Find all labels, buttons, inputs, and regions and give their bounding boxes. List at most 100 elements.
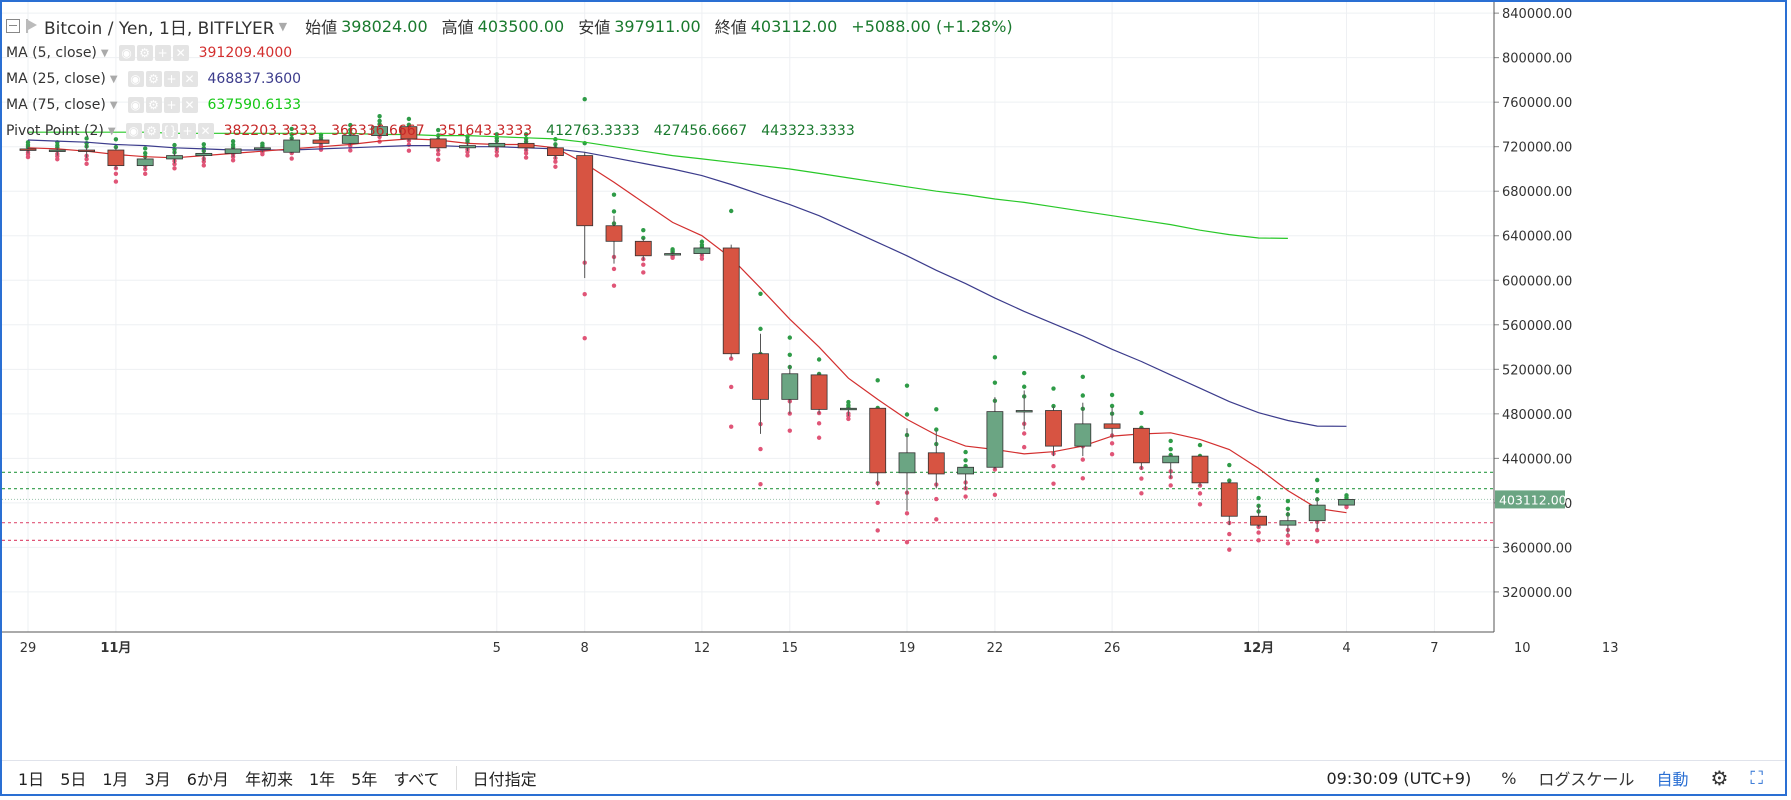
pivot-dot-support [1285,533,1291,538]
y-tick-label: 520000.00 [1502,363,1572,378]
ma-lines [27,131,1347,514]
pivot-dot-resistance [143,150,148,156]
symbol-title[interactable]: Bitcoin / Yen, 1日, BITFLYER [44,18,275,39]
pivot-dot-resistance [1227,462,1232,468]
close-icon[interactable]: ✕ [172,45,189,61]
chevron-down-icon[interactable]: ▼ [278,19,288,33]
flag-icon[interactable] [26,19,37,33]
plus-icon[interactable]: + [179,123,196,139]
y-tick-label: 320000.00 [1502,586,1572,601]
gear-icon[interactable]: ⚙ [143,123,160,139]
chevron-down-icon[interactable]: ▼ [109,73,118,85]
pivot-dot-resistance [963,449,968,455]
x-tick-label: 10 [1514,641,1531,656]
range-all[interactable]: すべて [393,770,440,789]
x-tick-label: 19 [899,641,916,656]
price-chart[interactable]: 840000.00 800000.00 760000.00 720000.00 6800… [0,0,1791,760]
candle-body [1015,410,1033,413]
pivot-dot-resistance [1021,370,1027,376]
candle-body [19,148,37,151]
pivot-dot-support [846,416,851,422]
range-1y[interactable]: 1年 [308,770,336,789]
low-label: 安値 [578,18,611,37]
pivot-dot-resistance [377,114,382,119]
pivot-dot-support [934,496,939,502]
candle-body [283,139,301,153]
log-scale-toggle[interactable]: ログスケール [1538,770,1635,789]
pivot-dot-resistance [846,399,851,405]
pivot-dot-resistance [1168,446,1173,452]
eye-icon[interactable]: ◉ [127,97,144,113]
pivot-dot-support [992,492,998,498]
pivot-dot-support [436,157,441,162]
close-icon[interactable]: ✕ [181,97,198,113]
pivot-dot-support [816,421,822,426]
plus-icon[interactable]: + [154,45,171,61]
y-tick-label: 760000.00 [1502,96,1572,111]
indicator-name[interactable]: Pivot Point (2) [6,123,104,139]
eye-icon[interactable]: ◉ [125,123,142,139]
pivot-dot-support [1080,476,1086,481]
chevron-down-icon[interactable]: ▼ [109,99,118,111]
pivot-dot-resistance [143,146,148,151]
pivot-dot-support [1139,476,1144,481]
eye-icon[interactable]: ◉ [127,71,144,87]
pivot-value: 412763.3333 [546,123,640,139]
gear-icon[interactable]: ⚙ [145,97,162,113]
indicator-value: 637590.6133 [207,97,302,113]
x-tick-label: 7 [1430,641,1438,656]
candle-body [136,158,154,167]
braces-icon[interactable]: {} [161,123,178,139]
range-6m[interactable]: 6か月 [186,770,229,789]
goto-date-button[interactable]: 日付指定 [472,770,537,789]
plus-icon[interactable]: + [163,71,180,87]
pivot-dot-resistance [553,142,558,147]
pivot-dot-resistance [729,208,734,214]
pivot-dot-resistance [230,142,236,147]
bottom-toolbar: 1日 5日 1月 3月 6か月 年初来 1年 5年 すべて 日付指定 09:30… [2,760,1785,795]
close-icon[interactable]: ✕ [181,71,198,87]
eye-icon[interactable]: ◉ [118,45,135,61]
pivot-dot-support [84,161,89,167]
pivot-dot-support [904,511,910,516]
range-3m[interactable]: 3月 [144,770,171,789]
pivot-dot-resistance [992,355,998,360]
candle-body [1250,515,1267,526]
range-5d[interactable]: 5日 [60,770,87,789]
pivot-dot-support [201,159,206,164]
indicator-name[interactable]: MA (5, close) [6,45,97,61]
percent-toggle[interactable]: % [1501,768,1517,788]
pivot-dot-support [465,149,470,155]
fullscreen-icon[interactable]: ⛶ [1750,767,1763,789]
pivot-dot-resistance [582,96,587,102]
range-1d[interactable]: 1日 [18,770,45,789]
candle-body [78,149,95,152]
gear-icon[interactable]: ⚙ [145,71,162,87]
chevron-down-icon[interactable]: ▼ [107,125,116,137]
range-5y[interactable]: 5年 [351,770,378,789]
pivot-dot-support [1168,483,1173,488]
indicator-name[interactable]: MA (75, close) [6,97,106,113]
pivot-dot-resistance [465,137,470,143]
candle-body [341,135,359,144]
pivot-dot-resistance [494,132,499,137]
range-ytd[interactable]: 年初来 [244,770,293,789]
candle-body [898,452,916,474]
candle-body [429,138,447,149]
pivot-dot-resistance [25,140,31,145]
chevron-down-icon[interactable]: ▼ [100,47,109,59]
pivot-dot-support [143,166,148,172]
pivot-dot-support [1344,504,1349,510]
gear-icon[interactable]: ⚙ [136,45,153,61]
gear-icon[interactable]: ⚙ [1710,766,1729,790]
plus-icon[interactable]: + [163,97,180,113]
candle-body [166,155,183,160]
clock[interactable]: 09:30:09 (UTC+9) [1326,768,1472,788]
pivot-value: 351643.3333 [438,123,533,139]
close-icon[interactable]: ✕ [197,123,214,139]
indicator-name[interactable]: MA (25, close) [6,71,106,87]
pivot-dot-resistance [84,136,89,141]
collapse-icon[interactable] [6,19,20,33]
auto-scale-toggle[interactable]: 自動 [1656,770,1689,789]
range-1m[interactable]: 1月 [102,770,129,789]
